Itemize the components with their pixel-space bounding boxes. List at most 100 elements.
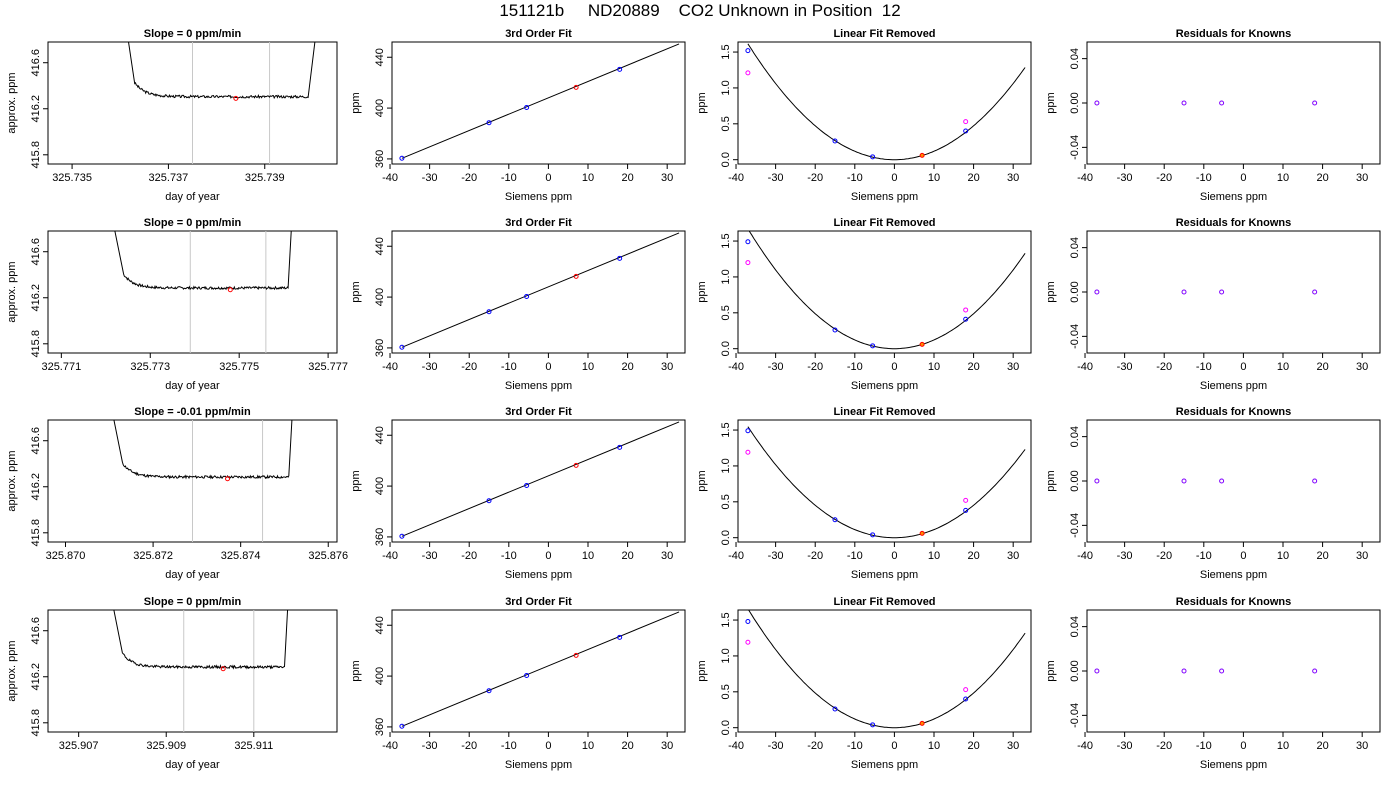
y-tick-label: 0.5 xyxy=(720,684,732,699)
panel-title: Slope = 0 ppm/min xyxy=(144,596,242,608)
y-tick-label: 415.8 xyxy=(30,709,42,737)
linear-residual-point xyxy=(745,70,751,76)
y-tick-label: 416.6 xyxy=(30,49,42,77)
panel-data xyxy=(745,610,1026,729)
y-tick-label: 1.5 xyxy=(720,233,732,248)
x-tick-label: -20 xyxy=(807,550,823,562)
known-point xyxy=(963,507,969,513)
x-tick-label: -20 xyxy=(1156,740,1172,752)
panel-trace-r1: Slope = 0 ppm/min 325.735 325.737 325.739 41… xyxy=(6,28,338,203)
unknown-point xyxy=(573,84,579,90)
x-axis-label: day of year xyxy=(165,569,220,581)
residual-point xyxy=(1181,478,1187,484)
x-tick-label: -20 xyxy=(807,740,823,752)
x-tick-label: -40 xyxy=(382,740,398,752)
x-tick-label: 10 xyxy=(582,740,594,752)
x-tick-label: -40 xyxy=(728,172,744,184)
plot-frame xyxy=(391,609,686,733)
panel-title: Linear Fit Removed xyxy=(833,217,935,229)
x-tick-label: -40 xyxy=(1077,550,1093,562)
y-tick-label: 1.5 xyxy=(720,422,732,437)
y-tick-label: 0.0 xyxy=(720,152,732,167)
x-tick-label: 20 xyxy=(1316,550,1328,562)
panel-data xyxy=(1094,478,1318,484)
panel-data xyxy=(745,43,1026,161)
concentration-trace xyxy=(113,420,293,480)
x-tick-label: -20 xyxy=(807,172,823,184)
x-tick-label: 30 xyxy=(1007,361,1019,373)
x-tick-label: 30 xyxy=(1356,361,1368,373)
panel-residuals-r1: Residuals for Knowns -40 -30 -20 -10 0 10 20 30 -… xyxy=(1045,28,1381,203)
plot-frame xyxy=(1086,41,1381,165)
x-tick-label: 10 xyxy=(582,550,594,562)
x-tick-label: 20 xyxy=(967,172,979,184)
known-point xyxy=(745,618,751,624)
linear-residual-point xyxy=(963,497,969,503)
panel-data xyxy=(745,426,1026,539)
panel-trace-r4: Slope = 0 ppm/min 325.907 325.909 325.911 41… xyxy=(6,596,338,771)
panel-data xyxy=(113,610,289,732)
x-tick-label: -40 xyxy=(382,172,398,184)
known-point xyxy=(832,517,838,523)
y-tick-label: 415.8 xyxy=(30,519,42,547)
known-point xyxy=(617,634,623,640)
y-tick-label: 416.2 xyxy=(30,95,42,123)
y-tick-label: 0.00 xyxy=(1069,470,1081,491)
panel-trace-r3: Slope = -0.01 ppm/min 325.870 325.872 325.8… xyxy=(6,406,348,581)
x-tick-label: -30 xyxy=(1117,550,1133,562)
y-tick-label: 416.2 xyxy=(30,663,42,691)
y-tick-label: 440 xyxy=(374,237,386,255)
y-tick-label: 0.04 xyxy=(1069,616,1081,637)
y-tick-label: 416.6 xyxy=(30,427,42,455)
residual-point xyxy=(1312,100,1318,106)
x-tick-label: 325.876 xyxy=(308,550,348,562)
x-tick-label: 325.872 xyxy=(133,550,173,562)
linear-residual-point xyxy=(745,639,751,645)
unknown-mean-point xyxy=(233,95,239,101)
linear-residual-point xyxy=(963,119,969,125)
x-tick-label: 20 xyxy=(621,550,633,562)
residual-point xyxy=(1181,668,1187,674)
panel-residuals-r3: Residuals for Knowns -40 -30 -20 -10 0 10 20 30 -… xyxy=(1045,406,1381,581)
x-tick-label: -40 xyxy=(1077,361,1093,373)
quadratic-curve xyxy=(748,610,1026,729)
panel-title: Residuals for Knowns xyxy=(1176,217,1292,229)
x-tick-label: -10 xyxy=(501,172,517,184)
plot-frame xyxy=(391,419,686,543)
panel-linear_removed-r2: Linear Fit Removed -40 -30 -20 -10 0 10 20 30 0.0… xyxy=(696,217,1032,392)
x-tick-label: 325.775 xyxy=(219,361,259,373)
x-tick-label: 20 xyxy=(1316,740,1328,752)
known-point xyxy=(963,128,969,134)
y-tick-label: 0.0 xyxy=(720,530,732,545)
panel-data xyxy=(128,42,316,164)
x-axis-label: Siemens ppm xyxy=(851,191,918,203)
y-tick-label: 415.8 xyxy=(30,330,42,358)
residual-point xyxy=(1219,668,1225,674)
known-point xyxy=(617,444,623,450)
x-tick-label: 10 xyxy=(582,361,594,373)
x-tick-label: 20 xyxy=(1316,172,1328,184)
y-axis-label: ppm xyxy=(350,281,362,302)
quadratic-curve xyxy=(747,43,1026,161)
plot-frame xyxy=(737,419,1032,543)
x-tick-label: 325.907 xyxy=(59,740,99,752)
x-tick-label: 325.874 xyxy=(221,550,261,562)
x-tick-label: -40 xyxy=(728,740,744,752)
x-tick-label: 325.737 xyxy=(149,172,189,184)
x-tick-label: 0 xyxy=(1240,172,1246,184)
y-axis-label: ppm xyxy=(696,660,708,681)
x-axis-label: Siemens ppm xyxy=(1200,759,1267,771)
known-point xyxy=(745,48,751,54)
x-axis-label: day of year xyxy=(165,191,220,203)
concentration-trace xyxy=(128,42,316,100)
x-tick-label: 30 xyxy=(1356,550,1368,562)
panel-fit-r3: 3rd Order Fit -40 -30 -20 -10 0 10 20 30 360 400 44… xyxy=(350,406,686,581)
x-tick-label: 30 xyxy=(1356,740,1368,752)
x-tick-label: -30 xyxy=(422,740,438,752)
x-tick-label: 10 xyxy=(928,740,940,752)
y-tick-label: -0.04 xyxy=(1069,703,1081,728)
known-point xyxy=(524,104,530,110)
panel-data xyxy=(745,231,1026,350)
x-tick-label: 20 xyxy=(621,740,633,752)
y-tick-label: 1.5 xyxy=(720,612,732,627)
